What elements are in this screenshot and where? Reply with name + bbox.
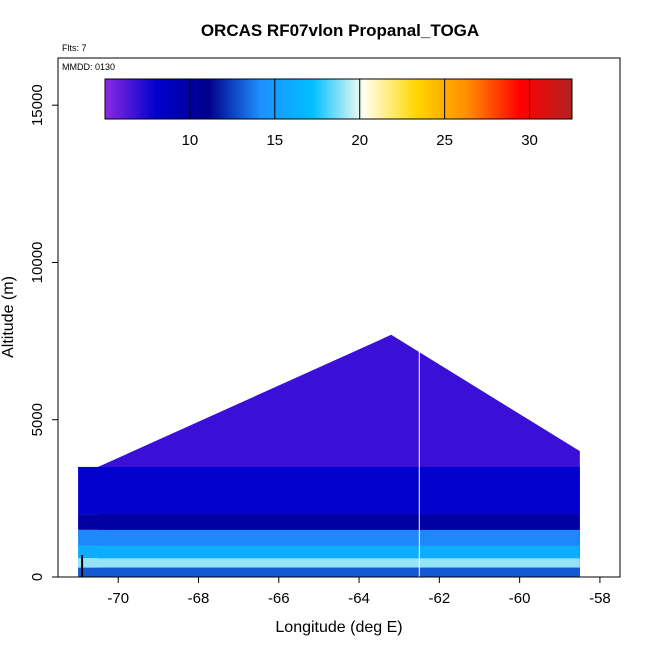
y-axis-label: Altitude (m) [0, 276, 17, 358]
x-tick-label: -70 [107, 590, 129, 607]
layer-band-3 [78, 529, 580, 546]
y-tick-label: 10000 [29, 242, 46, 284]
colorbar-bar [104, 78, 573, 120]
colorbar-tick-label: 10 [182, 132, 199, 149]
flts-note: Flts: 7 [62, 43, 87, 53]
y-axis: 0 5000 10000 15000 [29, 84, 58, 581]
plot-area [78, 334, 580, 577]
mmdd-note: MMDD: 0130 [62, 62, 115, 72]
chart-title: ORCAS RF07vlon Propanal_TOGA [201, 21, 479, 40]
colorbar-tick-label: 15 [266, 132, 283, 149]
layer-band-5 [78, 466, 580, 515]
colorbar-tick-label: 25 [436, 132, 453, 149]
layer-band-1 [78, 558, 580, 568]
x-tick-label: -58 [589, 590, 611, 607]
y-tick-label: 0 [29, 573, 46, 581]
layer-band-4 [78, 514, 580, 530]
plot-frame [57, 57, 621, 578]
y-tick-label: 5000 [29, 403, 46, 436]
x-tick-label: -60 [509, 590, 531, 607]
colorbar-tick-label: 30 [521, 132, 538, 149]
layer-band-2 [78, 545, 580, 559]
x-tick-label: -62 [429, 590, 451, 607]
layer-band-0 [78, 567, 580, 577]
y-tick-label: 15000 [29, 84, 46, 126]
colorbar: 10 15 20 25 30 [104, 78, 573, 149]
x-tick-label: -64 [348, 590, 370, 607]
x-tick-label: -68 [188, 590, 210, 607]
x-axis-label: Longitude (deg E) [275, 619, 402, 636]
colorbar-tick-label: 20 [351, 132, 368, 149]
x-axis: -70 -68 -66 -64 -62 -60 -58 [107, 577, 611, 607]
x-tick-label: -66 [268, 590, 290, 607]
